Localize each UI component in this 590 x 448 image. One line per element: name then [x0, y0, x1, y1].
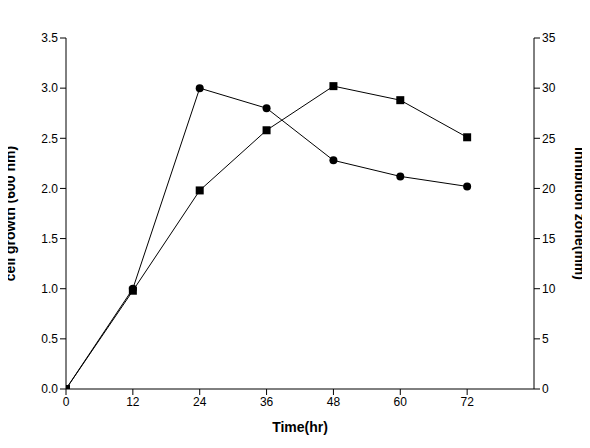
svg-text:12: 12	[126, 395, 140, 409]
svg-text:60: 60	[394, 395, 408, 409]
svg-text:5: 5	[542, 332, 549, 346]
svg-text:36: 36	[260, 395, 274, 409]
svg-text:10: 10	[542, 282, 556, 296]
svg-text:30: 30	[542, 81, 556, 95]
svg-text:2.5: 2.5	[41, 132, 58, 146]
svg-text:3.0: 3.0	[41, 81, 58, 95]
svg-text:0: 0	[542, 382, 549, 396]
svg-text:1.0: 1.0	[41, 282, 58, 296]
svg-text:3.5: 3.5	[41, 31, 58, 45]
svg-text:20: 20	[542, 182, 556, 196]
svg-text:2.0: 2.0	[41, 182, 58, 196]
svg-text:35: 35	[542, 31, 556, 45]
svg-text:1.5: 1.5	[41, 232, 58, 246]
svg-text:0.0: 0.0	[41, 382, 58, 396]
svg-text:Time(hr): Time(hr)	[272, 419, 328, 435]
svg-text:25: 25	[542, 132, 556, 146]
svg-text:0.5: 0.5	[41, 332, 58, 346]
svg-text:72: 72	[460, 395, 474, 409]
svg-text:15: 15	[542, 232, 556, 246]
svg-text:Inhibition zone(mm): Inhibition zone(mm)	[572, 147, 582, 280]
svg-text:cell growth (600 nm): cell growth (600 nm)	[8, 146, 18, 281]
svg-text:0: 0	[63, 395, 70, 409]
svg-text:24: 24	[193, 395, 207, 409]
svg-text:48: 48	[327, 395, 341, 409]
